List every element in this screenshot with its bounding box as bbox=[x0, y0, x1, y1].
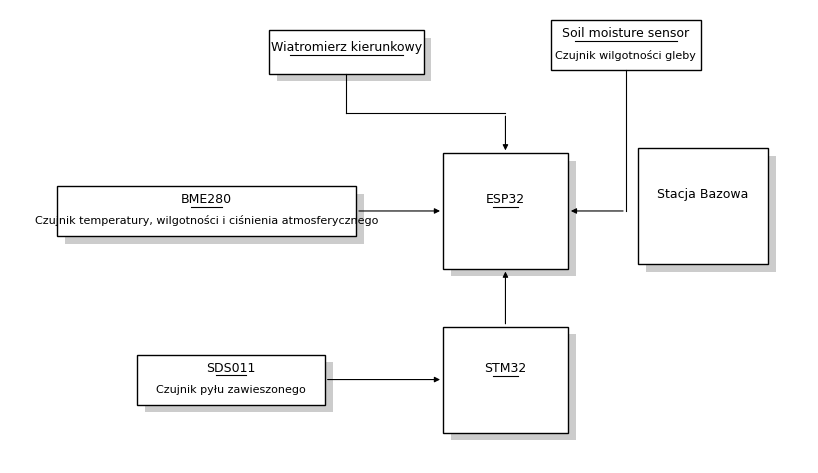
Bar bbox=[277, 38, 431, 81]
Bar bbox=[451, 334, 576, 440]
Bar bbox=[645, 156, 775, 272]
Bar bbox=[451, 161, 576, 277]
Bar bbox=[551, 20, 700, 70]
Bar bbox=[65, 193, 364, 244]
Bar bbox=[443, 326, 568, 432]
Bar bbox=[443, 153, 568, 269]
Bar bbox=[137, 354, 325, 404]
Bar bbox=[269, 30, 424, 74]
Text: SDS011: SDS011 bbox=[206, 361, 255, 375]
Text: Soil moisture sensor: Soil moisture sensor bbox=[562, 27, 690, 40]
Text: ESP32: ESP32 bbox=[486, 193, 525, 206]
Bar bbox=[145, 362, 333, 412]
Text: STM32: STM32 bbox=[484, 362, 527, 376]
Text: BME280: BME280 bbox=[182, 193, 232, 206]
Bar bbox=[638, 149, 768, 264]
Text: Czujnik temperatury, wilgotności i ciśnienia atmosferycznego: Czujnik temperatury, wilgotności i ciśni… bbox=[35, 216, 379, 227]
Bar bbox=[57, 186, 356, 236]
Text: Stacja Bazowa: Stacja Bazowa bbox=[657, 188, 748, 201]
Text: Czujnik pyłu zawieszonego: Czujnik pyłu zawieszonego bbox=[156, 385, 306, 394]
Text: Czujnik wilgotności gleby: Czujnik wilgotności gleby bbox=[555, 50, 696, 61]
Text: Wiatromierz kierunkowy: Wiatromierz kierunkowy bbox=[271, 41, 422, 54]
